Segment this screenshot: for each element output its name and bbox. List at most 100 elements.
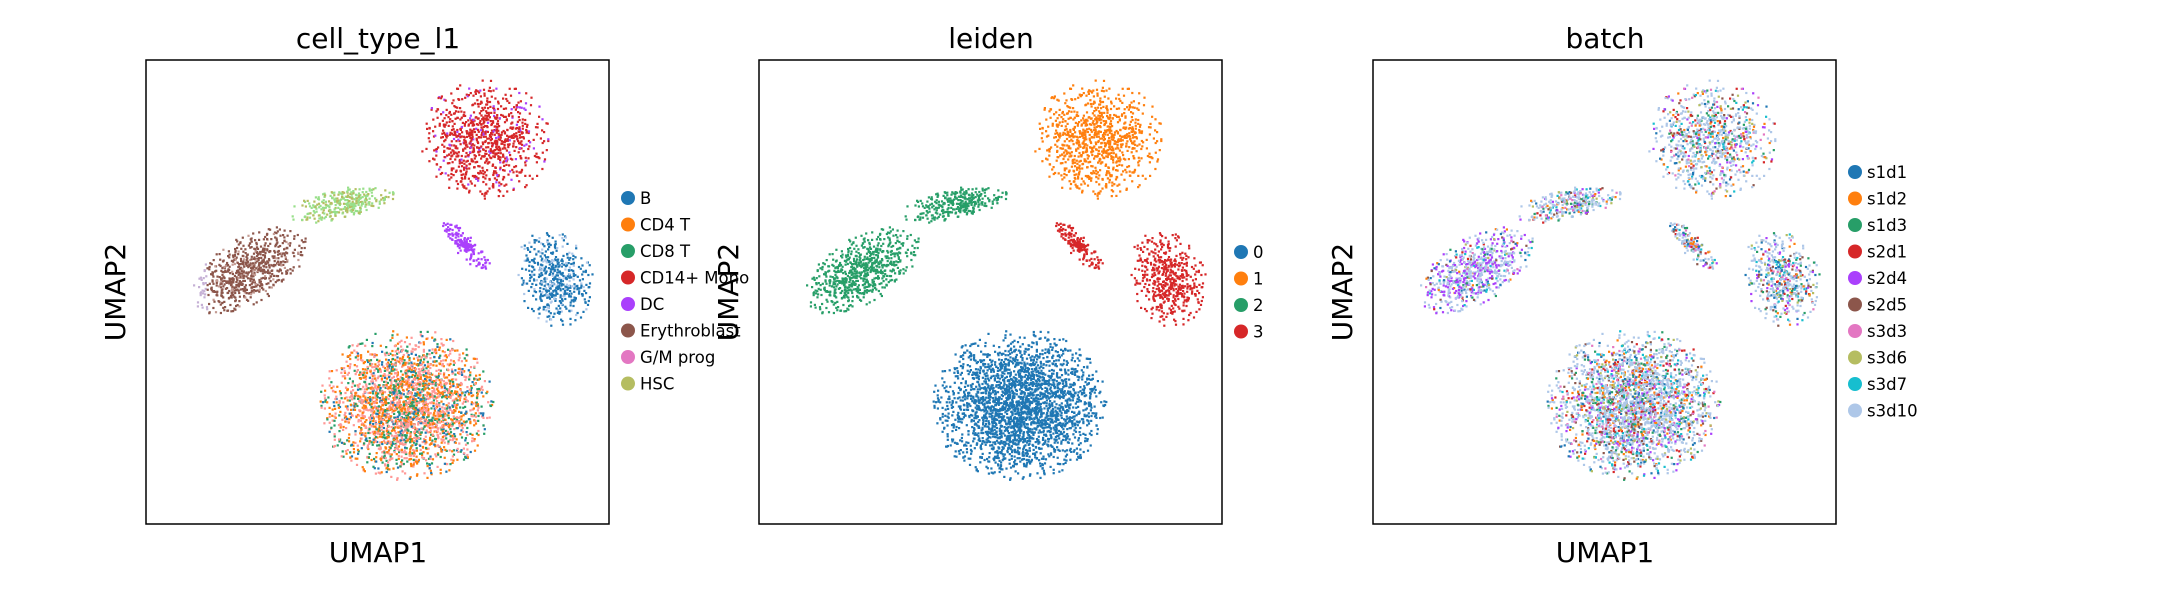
scatter-point [448,153,451,156]
scatter-point [309,212,312,215]
scatter-point [414,434,417,437]
scatter-point [284,261,287,264]
scatter-point [476,444,479,447]
scatter-point [440,391,443,394]
scatter-point [391,401,394,404]
scatter-point [520,147,523,150]
scatter-point [558,234,561,237]
scatter-point [321,206,324,209]
scatter-point [300,239,303,242]
scatter-point [481,141,484,144]
scatter-point [428,382,431,385]
scatter-point [442,159,445,162]
scatter-point [448,432,451,436]
scatter-point [420,356,423,359]
scatter-point [559,294,562,297]
scatter-point [540,271,543,275]
scatter-point [367,391,370,395]
scatter-point [386,361,390,364]
scatter-point [435,360,438,363]
scatter-point [502,107,505,110]
scatter-point [443,131,446,134]
scatter-point [344,391,347,395]
scatter-point [419,359,422,362]
scatter-point [392,467,395,470]
scatter-point [504,147,507,150]
scatter-point [347,421,350,424]
scatter-point [276,260,279,263]
scatter-point [323,394,326,397]
scatter-point [465,167,468,170]
scatter-point [313,200,316,203]
scatter-point [347,346,350,349]
scatter-point [385,358,388,361]
scatter-point [551,285,554,288]
scatter-point [428,423,431,426]
scatter-point [382,374,385,377]
scatter-point [485,111,489,115]
scatter-point [410,370,413,374]
scatter-point [443,441,446,444]
scatter-point [572,278,575,281]
scatter-point [293,255,296,258]
scatter-point [525,92,528,95]
scatter-point [449,151,453,154]
scatter-point [346,405,349,408]
scatter-point [582,310,585,313]
scatter-point [356,388,360,391]
scatter-point [234,300,237,303]
scatter-point [353,405,356,408]
scatter-point [556,268,559,271]
scatter-point [472,118,475,121]
scatter-point [470,182,473,185]
scatter-point [418,372,421,376]
scatter-point [443,446,446,449]
scatter-point [441,439,444,442]
scatter-point [452,339,455,343]
scatter-point [525,143,528,146]
scatter-point [388,363,391,366]
scatter-point [499,136,502,139]
scatter-point [474,377,477,381]
scatter-point [442,390,445,394]
scatter-point [384,396,388,399]
scatter-point [260,298,263,302]
scatter-point [458,399,461,402]
scatter-point [428,132,431,135]
scatter-point [357,211,360,215]
scatter-point [415,404,418,407]
scatter-point [426,362,430,365]
scatter-point [226,309,230,312]
scatter-point [409,450,412,453]
scatter-point [544,289,548,292]
scatter-point [340,424,343,427]
scatter-point [415,410,418,413]
scatter-point [245,262,248,265]
scatter-point [446,407,449,410]
scatter-point [398,402,401,405]
scatter-point [244,248,247,251]
scatter-point [406,345,409,348]
scatter-point [358,194,361,197]
scatter-point [414,407,417,410]
scatter-point [444,123,447,127]
scatter-point [211,273,214,276]
scatter-point [348,345,351,348]
scatter-point [257,257,260,260]
scatter-point [512,188,515,191]
scatter-point [451,411,454,414]
scatter-point [519,157,522,160]
scatter-point [539,295,542,298]
scatter-point [322,202,325,205]
scatter-point [488,161,491,164]
scatter-point [484,132,487,135]
scatter-point [452,99,455,102]
scatter-point [418,431,421,434]
scatter-point [416,435,419,438]
scatter-point [414,458,417,462]
scatter-point [250,293,253,296]
scatter-point [248,284,251,287]
scatter-point [505,163,508,166]
scatter-point [339,392,342,395]
scatter-point [436,116,439,119]
